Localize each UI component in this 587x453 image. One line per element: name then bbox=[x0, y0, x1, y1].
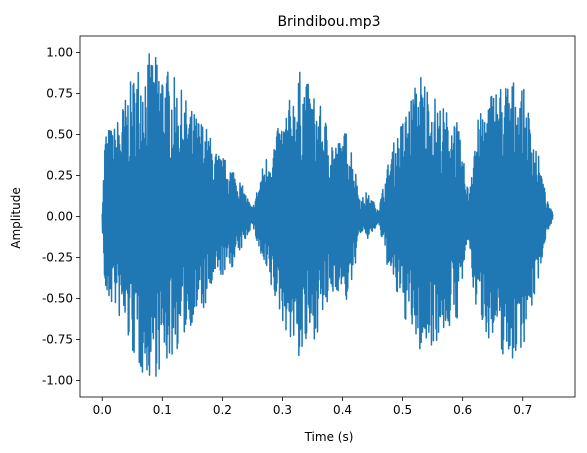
waveform-line bbox=[101, 53, 554, 377]
y-tick-label: -1.00 bbox=[42, 374, 73, 388]
x-tick-label: 0.3 bbox=[273, 403, 292, 417]
x-tick-label: 0.5 bbox=[393, 403, 412, 417]
x-axis-label: Time (s) bbox=[304, 430, 354, 444]
y-tick-label: 0.00 bbox=[46, 210, 73, 224]
x-tick-label: 0.4 bbox=[333, 403, 352, 417]
y-axis: 1.00 0.75 0.50 0.25 0.00 -0.25 -0.50 -0.75 -1.00 bbox=[42, 45, 80, 388]
y-tick-label: 0.25 bbox=[46, 168, 73, 182]
x-tick-label: 0.1 bbox=[153, 403, 172, 417]
chart-title: Brindibou.mp3 bbox=[277, 14, 380, 30]
x-axis: 0.0 0.1 0.2 0.3 0.4 0.5 0.6 0.7 bbox=[93, 397, 532, 417]
x-tick-label: 0.7 bbox=[513, 403, 532, 417]
y-tick-label: 0.75 bbox=[46, 86, 73, 100]
y-tick-label: -0.75 bbox=[42, 333, 73, 347]
x-tick-label: 0.0 bbox=[93, 403, 112, 417]
plot-area bbox=[79, 35, 576, 398]
x-tick-label: 0.6 bbox=[453, 403, 472, 417]
y-tick-label: 0.50 bbox=[46, 127, 73, 141]
y-tick-label: -0.50 bbox=[42, 292, 73, 306]
y-axis-label: Amplitude bbox=[9, 187, 23, 249]
y-tick-label: 1.00 bbox=[46, 45, 73, 59]
y-tick-label: -0.25 bbox=[42, 251, 73, 265]
waveform-series bbox=[101, 53, 554, 377]
x-tick-label: 0.2 bbox=[213, 403, 232, 417]
